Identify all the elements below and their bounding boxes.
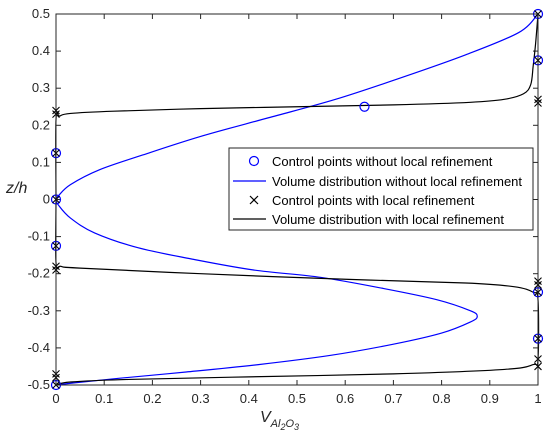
y-tick-label: 0.3	[32, 80, 50, 95]
x-tick-label: 1	[534, 391, 541, 406]
x-tick-label: 0	[52, 391, 59, 406]
legend: Control points without local refinement …	[228, 147, 534, 231]
y-tick-label: 0.2	[32, 117, 50, 132]
x-tick-label: 0.7	[384, 391, 402, 406]
y-tick-label: 0.5	[32, 6, 50, 21]
legend-entry-1: Volume distribution without local refine…	[272, 174, 522, 189]
plot-frame	[55, 13, 539, 386]
legend-entry-2: Control points with local refinement	[272, 193, 475, 208]
y-tick-label: -0.2	[28, 266, 50, 281]
series-line-1	[55, 13, 539, 386]
circle-marker	[359, 101, 370, 112]
x-tick-label: 0.6	[336, 391, 354, 406]
y-tick-label: 0.1	[32, 154, 50, 169]
y-tick-label: -0.5	[28, 377, 50, 392]
x-tick-label: 0.1	[95, 391, 113, 406]
x-tick-label: 0.4	[240, 391, 258, 406]
series-line-3	[55, 13, 540, 386]
x-tick-label: 0.9	[481, 391, 499, 406]
legend-marker-circle	[248, 155, 260, 167]
y-tick-label: -0.4	[28, 340, 50, 355]
legend-box	[228, 147, 534, 231]
series-lines	[55, 13, 540, 386]
y-tick-label: 0.4	[32, 43, 50, 58]
y-axis-label: z/h	[5, 180, 27, 197]
legend-entry-3: Volume distribution with local refinemen…	[272, 212, 504, 227]
x-axis-label: VAl2O3	[260, 409, 299, 432]
x-tick-label: 0.8	[433, 391, 451, 406]
y-tick-label: -0.3	[28, 303, 50, 318]
x-tick-label: 0.5	[288, 391, 306, 406]
x-tick-label: 0.2	[143, 391, 161, 406]
y-tick-label: 0	[43, 192, 50, 207]
x-tick-label: 0.3	[192, 391, 210, 406]
legend-marker-x	[249, 195, 259, 205]
legend-entry-0: Control points without local refinement	[272, 154, 493, 169]
tick-labels: 0 0.1 0.2 0.3 0.4 0.5 0.6 0.7 0.8 0.9 1 -0.5 -0.4 -0.…	[28, 6, 542, 406]
y-tick-label: -0.1	[28, 229, 50, 244]
